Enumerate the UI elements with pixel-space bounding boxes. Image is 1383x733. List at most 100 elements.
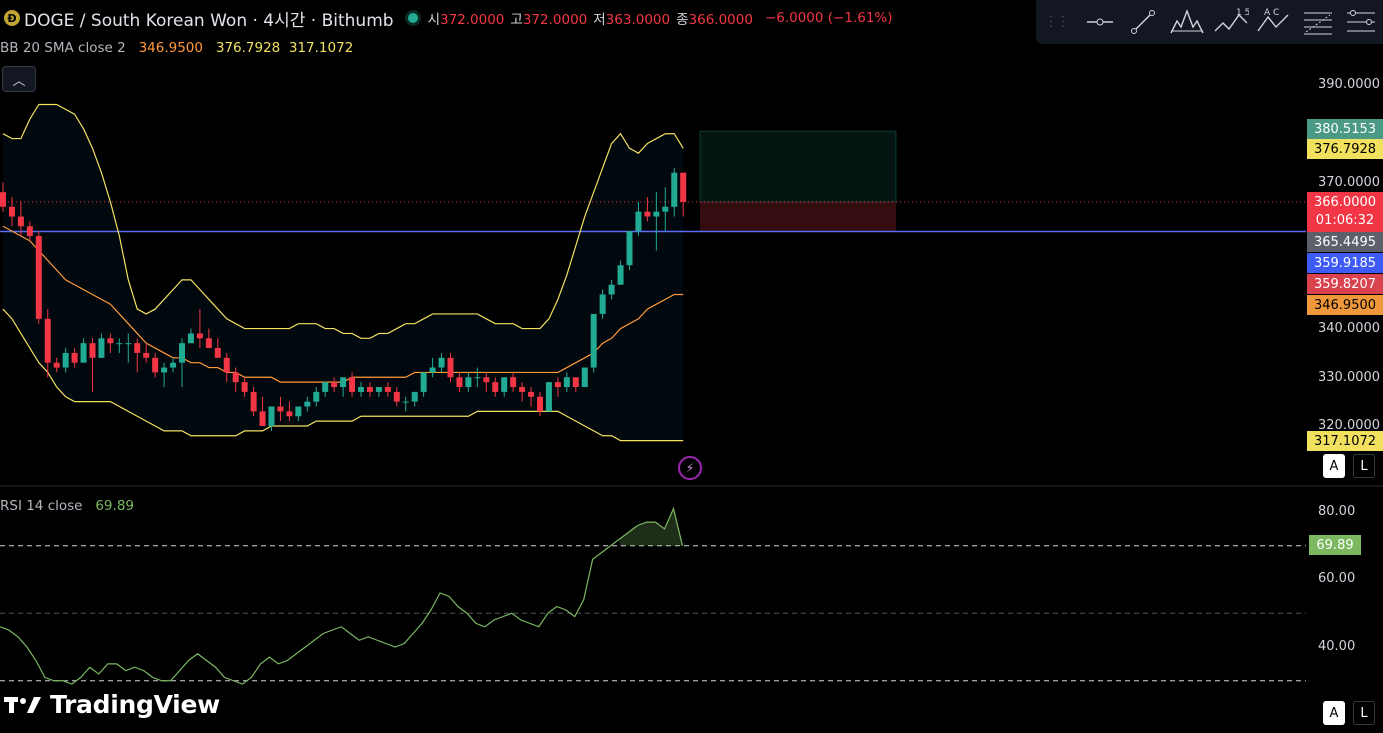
candle-up [322,382,329,392]
bb-legend[interactable]: BB 20 SMA close 2 346.9500 376.7928 317.… [0,40,353,56]
candle-down [53,362,60,368]
candle-down [107,338,114,344]
rsi-label: RSI 14 close [0,498,83,514]
collapse-legend-button[interactable]: ︿ [2,66,36,92]
candle-up [599,294,606,314]
fib-retracement-button[interactable] [1296,2,1340,42]
ohlc-close: 종366.0000 [676,12,753,28]
tradingview-wordmark: TradingView [50,690,220,719]
candle-up [170,362,177,368]
fib-extension-button[interactable] [1339,2,1383,42]
price-tick: 320.0000 [1318,418,1381,433]
bar-countdown: 01:06:32 [1315,213,1375,228]
candle-down [8,206,15,217]
candle-down [143,352,150,358]
candle-down [528,391,535,397]
candle-up [313,391,320,402]
candle-up [98,338,105,358]
drag-handle-icon[interactable]: ⋮⋮ [1044,14,1070,30]
hline-price-tag: 359.9185 [1307,253,1383,273]
candle-up [626,231,633,266]
target-zone [699,130,897,203]
candle-up [268,406,275,426]
bb-lower-tag: 317.1072 [1307,431,1383,451]
fib-extension-icon [1347,10,1376,32]
svg-text:A C: A C [1264,8,1279,18]
bb-band-fill [3,104,684,441]
bb-upper-tag: 376.7928 [1307,139,1383,159]
candle-down [232,372,239,383]
bb-label: BB 20 SMA close 2 [0,40,126,56]
candle-up [617,265,624,285]
last-price-value: 366.0000 [1313,195,1377,210]
market-open-icon [407,13,418,23]
rsi-tick: 40.00 [1318,639,1356,654]
candle-down [241,382,248,392]
tradingview-logo-icon [4,696,41,713]
candle-down [331,382,338,388]
price-tick: 340.0000 [1318,321,1381,336]
rsi-log-scale-button[interactable]: L [1353,701,1375,725]
candle-down [134,343,141,353]
price-change: −6.0000 (−1.61%) [764,10,893,26]
bb-upper-line [2,103,684,339]
candle-up [358,387,364,392]
candle-down [223,357,230,373]
candle-down [554,382,561,388]
elliott-wave-button[interactable]: 1 5 [1209,2,1253,42]
price-pane[interactable] [0,103,1383,487]
rsi-pane[interactable] [0,506,1306,685]
candle-up [671,172,678,207]
lightning-icon[interactable]: ⚡ [678,456,702,480]
candle-down [259,411,266,426]
trend-line-button[interactable] [1122,2,1166,42]
tradingview-logo[interactable]: TradingView [4,690,220,719]
candle-up [125,343,132,345]
rsi-auto-scale-button[interactable]: A [1323,701,1345,725]
candle-up [340,377,347,388]
ohlc-high: 고372.0000 [510,12,588,28]
head-shoulders-icon [1170,9,1204,34]
candle-down [537,396,543,412]
symbol-title[interactable]: DOGE / South Korean Won · 4시간 · Bithumb [24,10,394,31]
rsi-value: 69.89 [95,498,134,514]
abc-pattern-button[interactable]: A C [1252,2,1296,42]
log-scale-button[interactable]: L [1353,454,1375,478]
horizontal-line-button[interactable] [1078,2,1122,42]
ohlc-open: 시372.0000 [427,12,505,28]
candle-down [286,411,293,417]
svg-text:1 5: 1 5 [1236,8,1249,18]
candle-up [375,387,382,392]
candle-down [17,216,24,227]
chevron-up-icon: ︿ [12,73,26,89]
candle-down [483,377,490,383]
candle-up [545,382,552,412]
price-tick: 330.0000 [1318,370,1381,385]
candle-down [35,236,42,319]
rsi-legend[interactable]: RSI 14 close 69.89 [0,498,134,514]
candle-down [492,382,499,392]
candle-down [152,357,159,373]
candle-down [510,377,517,388]
rsi-line [0,506,684,685]
candle-up [429,367,436,373]
candle-up [653,211,660,217]
price-tick: 390.0000 [1318,77,1381,92]
candle-up [590,313,597,368]
target-price-tag: 380.5153 [1307,119,1383,139]
candle-up [635,211,642,232]
auto-scale-button[interactable]: A [1323,454,1345,478]
candle-down [205,338,212,349]
candle-up [474,377,481,379]
stop-price-tag: 359.8207 [1307,274,1383,294]
candle-down [349,377,356,392]
last-price-tag: 366.0000 01:06:32 [1307,192,1383,232]
candle-down [644,211,651,217]
candle-up [179,343,185,363]
head-shoulders-button[interactable] [1165,2,1209,42]
horizontal-line-icon [1086,18,1113,26]
symbol-legend: Ð DOGE / South Korean Won · 4시간 · Bithum… [0,7,893,31]
candle-up [295,406,302,417]
bb-basis-value: 346.9500 [138,40,203,56]
